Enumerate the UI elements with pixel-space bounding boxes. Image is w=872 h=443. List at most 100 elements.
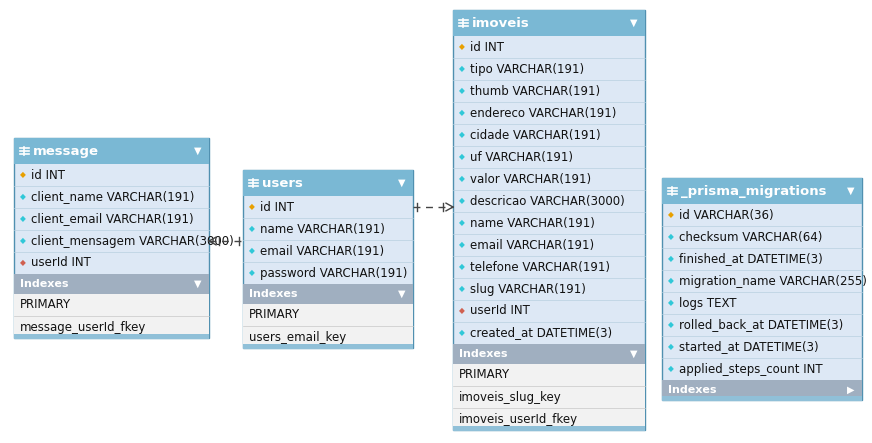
Text: id VARCHAR(36): id VARCHAR(36) [679,209,773,222]
Text: ◆: ◆ [668,254,674,264]
Text: ▼: ▼ [847,186,854,196]
Text: message_userId_fkey: message_userId_fkey [20,320,146,334]
Text: uf VARCHAR(191): uf VARCHAR(191) [470,151,573,163]
Text: ◆: ◆ [459,43,465,51]
Text: ◆: ◆ [459,307,465,315]
Text: userId INT: userId INT [470,304,530,318]
Text: Indexes: Indexes [20,279,69,289]
Bar [662,178,862,400]
Bar [243,284,413,304]
Text: _prisma_migrations: _prisma_migrations [681,184,827,198]
Bar [243,326,413,348]
Text: telefone VARCHAR(191): telefone VARCHAR(191) [470,260,610,273]
Text: id INT: id INT [260,201,294,214]
Text: userId INT: userId INT [31,256,91,269]
Text: started_at DATETIME(3): started_at DATETIME(3) [679,341,819,354]
Text: cidade VARCHAR(191): cidade VARCHAR(191) [470,128,601,141]
Text: slug VARCHAR(191): slug VARCHAR(191) [470,283,586,295]
Text: ◆: ◆ [668,320,674,330]
Bar [14,334,209,339]
Bar [662,178,862,204]
Text: ◆: ◆ [668,210,674,219]
Text: ▼: ▼ [630,349,637,359]
Bar [14,294,209,316]
Bar [662,380,862,400]
Text: created_at DATETIME(3): created_at DATETIME(3) [470,326,612,339]
Text: Indexes: Indexes [249,289,297,299]
Bar [453,10,645,430]
Bar [662,396,862,401]
Text: message: message [33,144,99,158]
Text: ◆: ◆ [249,225,255,233]
Text: PRIMARY: PRIMARY [459,369,510,381]
Text: ◆: ◆ [459,241,465,249]
Text: ◆: ◆ [668,233,674,241]
Text: ◆: ◆ [459,263,465,272]
Text: ◆: ◆ [459,109,465,117]
Text: ◆: ◆ [668,299,674,307]
Text: ◆: ◆ [20,214,26,224]
Text: ◆: ◆ [459,152,465,162]
Text: imoveis: imoveis [472,16,530,30]
Text: ◆: ◆ [459,218,465,228]
Bar [14,316,209,338]
Text: client_email VARCHAR(191): client_email VARCHAR(191) [31,213,194,225]
Text: ▶: ▶ [847,385,854,395]
Text: logs TEXT: logs TEXT [679,296,737,310]
Text: ▼: ▼ [630,18,637,28]
Text: client_name VARCHAR(191): client_name VARCHAR(191) [31,190,194,203]
Bar [243,170,413,348]
Text: ▼: ▼ [398,289,405,299]
Text: migration_name VARCHAR(255): migration_name VARCHAR(255) [679,275,867,288]
Text: thumb VARCHAR(191): thumb VARCHAR(191) [470,85,600,97]
Text: rolled_back_at DATETIME(3): rolled_back_at DATETIME(3) [679,319,843,331]
Text: ◆: ◆ [249,268,255,277]
Bar [14,138,209,338]
Text: checksum VARCHAR(64): checksum VARCHAR(64) [679,230,822,244]
Text: ◆: ◆ [20,237,26,245]
Bar [14,138,209,164]
Text: ◆: ◆ [459,284,465,294]
Text: ◆: ◆ [459,86,465,96]
Text: ▼: ▼ [398,178,405,188]
Bar [14,274,209,294]
Text: ◆: ◆ [459,197,465,206]
Text: ◆: ◆ [668,365,674,373]
Text: ◆: ◆ [459,329,465,338]
Bar [453,364,645,386]
Text: finished_at DATETIME(3): finished_at DATETIME(3) [679,253,823,265]
Text: Indexes: Indexes [668,385,717,395]
Text: name VARCHAR(191): name VARCHAR(191) [260,222,385,236]
Text: ◆: ◆ [20,171,26,179]
Text: name VARCHAR(191): name VARCHAR(191) [470,217,595,229]
Text: descricao VARCHAR(3000): descricao VARCHAR(3000) [470,194,624,207]
Text: imoveis_userId_fkey: imoveis_userId_fkey [459,412,578,425]
Text: ◆: ◆ [20,193,26,202]
Text: id INT: id INT [470,40,504,54]
Text: ▼: ▼ [194,279,201,289]
Text: applied_steps_count INT: applied_steps_count INT [679,362,822,376]
Text: tipo VARCHAR(191): tipo VARCHAR(191) [470,62,584,75]
Bar [453,344,645,364]
Text: PRIMARY: PRIMARY [249,308,300,322]
Text: ◆: ◆ [20,259,26,268]
Text: PRIMARY: PRIMARY [20,299,72,311]
Text: ◆: ◆ [249,246,255,256]
Bar [453,408,645,430]
Text: password VARCHAR(191): password VARCHAR(191) [260,267,407,280]
Bar [453,10,645,36]
Bar [453,426,645,431]
Text: email VARCHAR(191): email VARCHAR(191) [260,245,385,257]
Text: email VARCHAR(191): email VARCHAR(191) [470,238,594,252]
Text: ◆: ◆ [668,342,674,351]
Text: Indexes: Indexes [459,349,508,359]
Text: users_email_key: users_email_key [249,330,346,343]
Bar [243,304,413,326]
Text: client_mensagem VARCHAR(3000): client_mensagem VARCHAR(3000) [31,234,234,248]
Text: ◆: ◆ [459,65,465,74]
Bar [243,344,413,349]
Text: ◆: ◆ [459,175,465,183]
Text: endereco VARCHAR(191): endereco VARCHAR(191) [470,106,617,120]
Text: ◆: ◆ [249,202,255,211]
Text: ◆: ◆ [459,131,465,140]
